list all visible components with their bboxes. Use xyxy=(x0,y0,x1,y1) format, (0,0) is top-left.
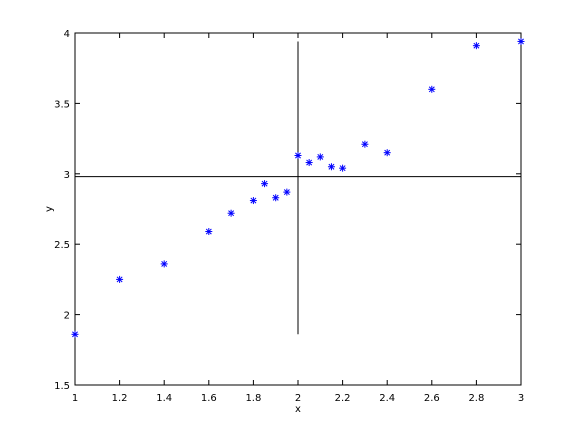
data-point xyxy=(261,180,269,188)
y-tick-label: 3.5 xyxy=(54,99,70,110)
x-tick-label: 2.8 xyxy=(468,393,484,404)
data-point xyxy=(272,194,280,202)
x-tick-label: 2.2 xyxy=(335,393,351,404)
data-point xyxy=(294,151,302,159)
y-tick-label: 4 xyxy=(64,29,70,40)
data-point xyxy=(361,140,369,148)
x-tick-label: 2.4 xyxy=(379,393,395,404)
x-tick-label: 1 xyxy=(72,393,78,404)
y-axis-label: y xyxy=(44,206,55,212)
data-point xyxy=(227,209,235,217)
ticks: 1 1.2 1.4 1.6 1.8 2 2.2 2.4 2.6 2.8 3 1.5 2 2.5 3 3.5 4 xyxy=(54,29,524,404)
data-point xyxy=(517,37,525,45)
x-tick-label: 2 xyxy=(295,393,301,404)
data-point xyxy=(428,85,436,93)
data-point xyxy=(71,330,79,338)
data-point xyxy=(383,149,391,157)
data-point xyxy=(327,163,335,171)
reference-lines xyxy=(75,41,521,335)
x-tick-label: 3 xyxy=(518,393,524,404)
data-point xyxy=(305,159,313,167)
data-point xyxy=(249,197,257,205)
data-point xyxy=(316,153,324,161)
x-axis-label: x xyxy=(295,404,301,415)
data-point xyxy=(339,164,347,172)
data-point xyxy=(160,260,168,268)
x-tick-label: 1.8 xyxy=(245,393,261,404)
data-point xyxy=(205,228,213,236)
x-tick-label: 1.4 xyxy=(156,393,172,404)
scatter-series xyxy=(71,37,525,338)
x-tick-label: 1.6 xyxy=(201,393,217,404)
data-point xyxy=(472,42,480,50)
y-tick-label: 2.5 xyxy=(54,240,70,251)
y-tick-label: 3 xyxy=(64,170,70,181)
data-point xyxy=(116,275,124,283)
x-tick-label: 2.6 xyxy=(424,393,440,404)
data-point xyxy=(283,188,291,196)
y-tick-label: 1.5 xyxy=(54,381,70,392)
y-tick-label: 2 xyxy=(64,311,70,322)
x-tick-label: 1.2 xyxy=(112,393,128,404)
